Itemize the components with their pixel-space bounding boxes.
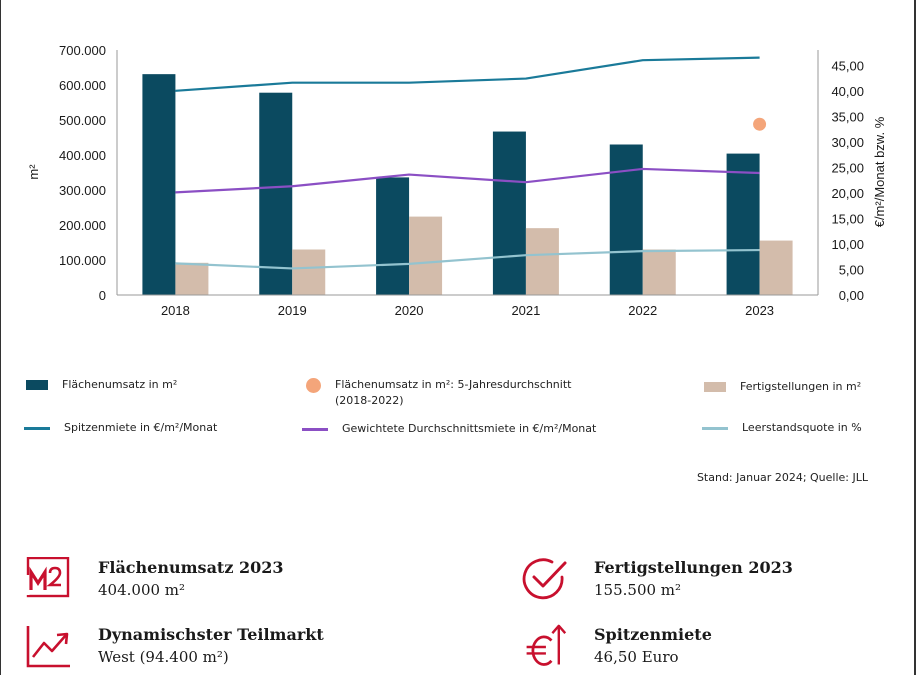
kpi-title-flaechenumsatz: Flächenumsatz 2023 (98, 558, 284, 577)
line-spitzenmiete (175, 56, 760, 92)
bar-fertigstellungen (642, 249, 676, 295)
kpi-title-teilmarkt: Dynamischster Teilmarkt (98, 625, 324, 644)
euro-up-icon (526, 624, 567, 666)
legend-label-leerstandsquote: Leerstandsquote in % (742, 421, 862, 434)
kpi-teilmarkt: Dynamischster Teilmarkt West (94.400 m²) (26, 624, 324, 670)
line-durchschnittsmiete (175, 167, 760, 194)
bar-flaechenumsatz (376, 177, 410, 295)
left-axis-title: m² (26, 164, 41, 180)
right-tick-label: 5,00 (839, 262, 864, 277)
bar-flaechenumsatz (142, 74, 176, 296)
legend-label-fertigstellungen: Fertigstellungen in m² (740, 380, 862, 393)
right-tick-label: 10,00 (831, 237, 864, 252)
legend-swatch-leerstandsquote (702, 427, 728, 430)
bar-flaechenumsatz (726, 153, 760, 295)
frame-right (914, 0, 916, 675)
left-tick-label: 200.000 (59, 218, 106, 233)
right-tick-label: 25,00 (831, 160, 864, 175)
x-tick-label: 2018 (161, 303, 190, 318)
frame-left (0, 0, 1, 675)
right-tick-label: 45,00 (831, 58, 864, 73)
left-tick-label: 500.000 (59, 113, 106, 128)
left-tick-label: 300.000 (59, 183, 106, 198)
kpi-flaechenumsatz: Flächenumsatz 2023 404.000 m² (26, 557, 284, 603)
left-tick-label: 600.000 (59, 78, 106, 93)
right-tick-label: 0,00 (839, 288, 864, 303)
bar-flaechenumsatz (492, 131, 526, 295)
left-tick-label: 700.000 (59, 43, 106, 58)
trend-up-icon (26, 626, 70, 668)
legend-swatch-flaechenumsatz (26, 380, 48, 390)
legend-label-flaechenumsatz: Flächenumsatz in m² (62, 378, 178, 391)
legend-swatch-fertigstellungen (704, 382, 726, 392)
x-tick-label: 2022 (628, 303, 657, 318)
x-tick-label: 2020 (395, 303, 424, 318)
legend-item-durchschnitt: Flächenumsatz in m²: 5-Jahresdurchschnit… (300, 377, 571, 409)
left-tick-label: 0 (99, 288, 106, 303)
legend-swatch-spitzenmiete (24, 427, 50, 430)
legend-swatch-durchschnitt (306, 378, 321, 393)
right-tick-label: 20,00 (831, 186, 864, 201)
kpi-spitzenmiete: Spitzenmiete 46,50 Euro (522, 624, 712, 670)
legend-label-durchschnittsmiete: Gewichtete Durchschnittsmiete in €/m²/Mo… (342, 422, 597, 435)
point-5-jahresdurchschnitt (753, 117, 767, 131)
kpi-value-teilmarkt: West (94.400 m²) (98, 648, 229, 666)
x-tick-label: 2023 (745, 303, 774, 318)
legend-swatch-durchschnittsmiete (302, 428, 328, 431)
bar-fertigstellungen (292, 249, 326, 295)
legend-item-durchschnittsmiete: Gewichtete Durchschnittsmiete in €/m²/Mo… (302, 421, 596, 437)
right-tick-label: 35,00 (831, 109, 864, 124)
kpi-value-fertigstellungen: 155.500 m² (594, 581, 682, 599)
right-tick-label: 15,00 (831, 211, 864, 226)
m2-icon (26, 557, 70, 598)
legend-item-flaechenumsatz: Flächenumsatz in m² (26, 377, 177, 393)
kpi-title-fertigstellungen: Fertigstellungen 2023 (594, 558, 793, 577)
right-tick-label: 40,00 (831, 84, 864, 99)
kpi-value-flaechenumsatz: 404.000 m² (98, 581, 186, 599)
right-axis-title: €/m²/Monat bzw. % (872, 116, 887, 227)
bar-fertigstellungen (409, 216, 443, 295)
legend-item-leerstandsquote: Leerstandsquote in % (702, 420, 862, 436)
left-tick-label: 100.000 (59, 253, 106, 268)
legend-item-fertigstellungen: Fertigstellungen in m² (704, 379, 861, 395)
check-circle-icon (522, 558, 567, 600)
bar-fertigstellungen (525, 228, 559, 295)
x-tick-label: 2021 (511, 303, 540, 318)
legend-label-durchschnitt: Flächenumsatz in m²: 5-Jahresdurchschnit… (335, 378, 572, 391)
kpi-value-spitzenmiete: 46,50 Euro (594, 648, 679, 666)
kpi-title-spitzenmiete: Spitzenmiete (594, 625, 712, 644)
right-tick-label: 30,00 (831, 135, 864, 150)
kpi-fertigstellungen: Fertigstellungen 2023 155.500 m² (522, 557, 793, 603)
bar-fertigstellungen (759, 240, 793, 295)
legend-item-spitzenmiete: Spitzenmiete in €/m²/Monat (24, 420, 217, 436)
bar-fertigstellungen (175, 262, 209, 295)
bar-flaechenumsatz (259, 92, 293, 295)
left-tick-label: 400.000 (59, 148, 106, 163)
source-note: Stand: Januar 2024; Quelle: JLL (696, 471, 868, 484)
legend-label-spitzenmiete: Spitzenmiete in €/m²/Monat (64, 421, 218, 434)
legend-label-durchschnitt-period: (2018-2022) (335, 394, 404, 407)
x-tick-label: 2019 (278, 303, 307, 318)
line-leerstandsquote (175, 248, 760, 270)
combo-chart: 0 100.000 200.000 300.000 400.000 500.000 600.… (26, 43, 887, 318)
bar-flaechenumsatz (609, 144, 643, 295)
